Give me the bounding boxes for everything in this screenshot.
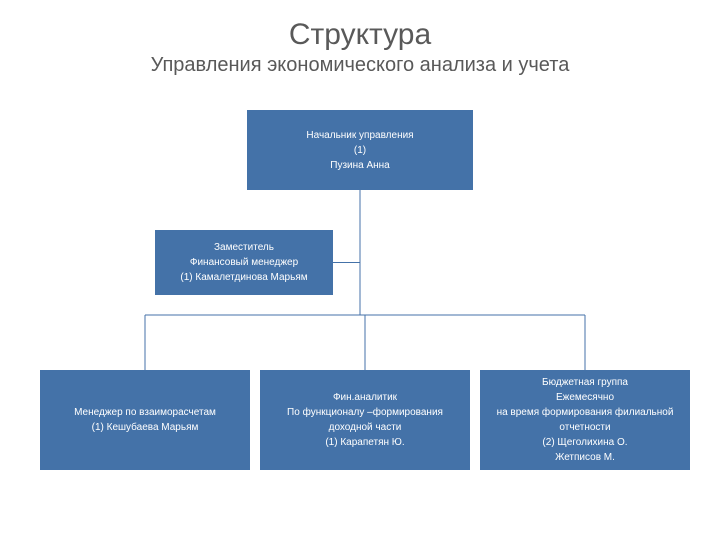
node-child2-line1: Фин.аналитик bbox=[333, 390, 397, 405]
node-child3-line5: Жетписов М. bbox=[555, 450, 615, 465]
node-assistant: Заместитель Финансовый менеджер (1) Кама… bbox=[155, 230, 333, 295]
page-title: Структура bbox=[0, 18, 720, 52]
node-child1-line2: (1) Кешубаева Марьям bbox=[92, 420, 199, 435]
node-root-line3: Пузина Анна bbox=[330, 158, 390, 173]
page-subtitle: Управления экономического анализа и учет… bbox=[0, 54, 720, 77]
node-child3-line3: на время формирования филиальной отчетно… bbox=[484, 405, 686, 435]
node-child3-line2: Ежемесячно bbox=[556, 390, 614, 405]
node-assistant-line2: Финансовый менеджер bbox=[190, 255, 298, 270]
node-child2-line2: По функционалу –формирования доходной ча… bbox=[264, 405, 466, 435]
node-child1: Менеджер по взаиморасчетам (1) Кешубаева… bbox=[40, 370, 250, 470]
node-child1-line1: Менеджер по взаиморасчетам bbox=[74, 405, 216, 420]
org-chart: Начальник управления (1) Пузина Анна Зам… bbox=[0, 110, 720, 530]
node-child3: Бюджетная группа Ежемесячно на время фор… bbox=[480, 370, 690, 470]
node-child3-line4: (2) Щеголихина О. bbox=[542, 435, 627, 450]
node-child3-line1: Бюджетная группа bbox=[542, 375, 628, 390]
title-block: Структура Управления экономического анал… bbox=[0, 0, 720, 77]
node-child2-line3: (1) Карапетян Ю. bbox=[325, 435, 404, 450]
node-assistant-line3: (1) Камалетдинова Марьям bbox=[180, 270, 307, 285]
node-child2: Фин.аналитик По функционалу –формировани… bbox=[260, 370, 470, 470]
node-assistant-line1: Заместитель bbox=[214, 240, 274, 255]
node-root: Начальник управления (1) Пузина Анна bbox=[247, 110, 473, 190]
node-root-line1: Начальник управления bbox=[306, 128, 413, 143]
node-root-line2: (1) bbox=[354, 143, 366, 158]
